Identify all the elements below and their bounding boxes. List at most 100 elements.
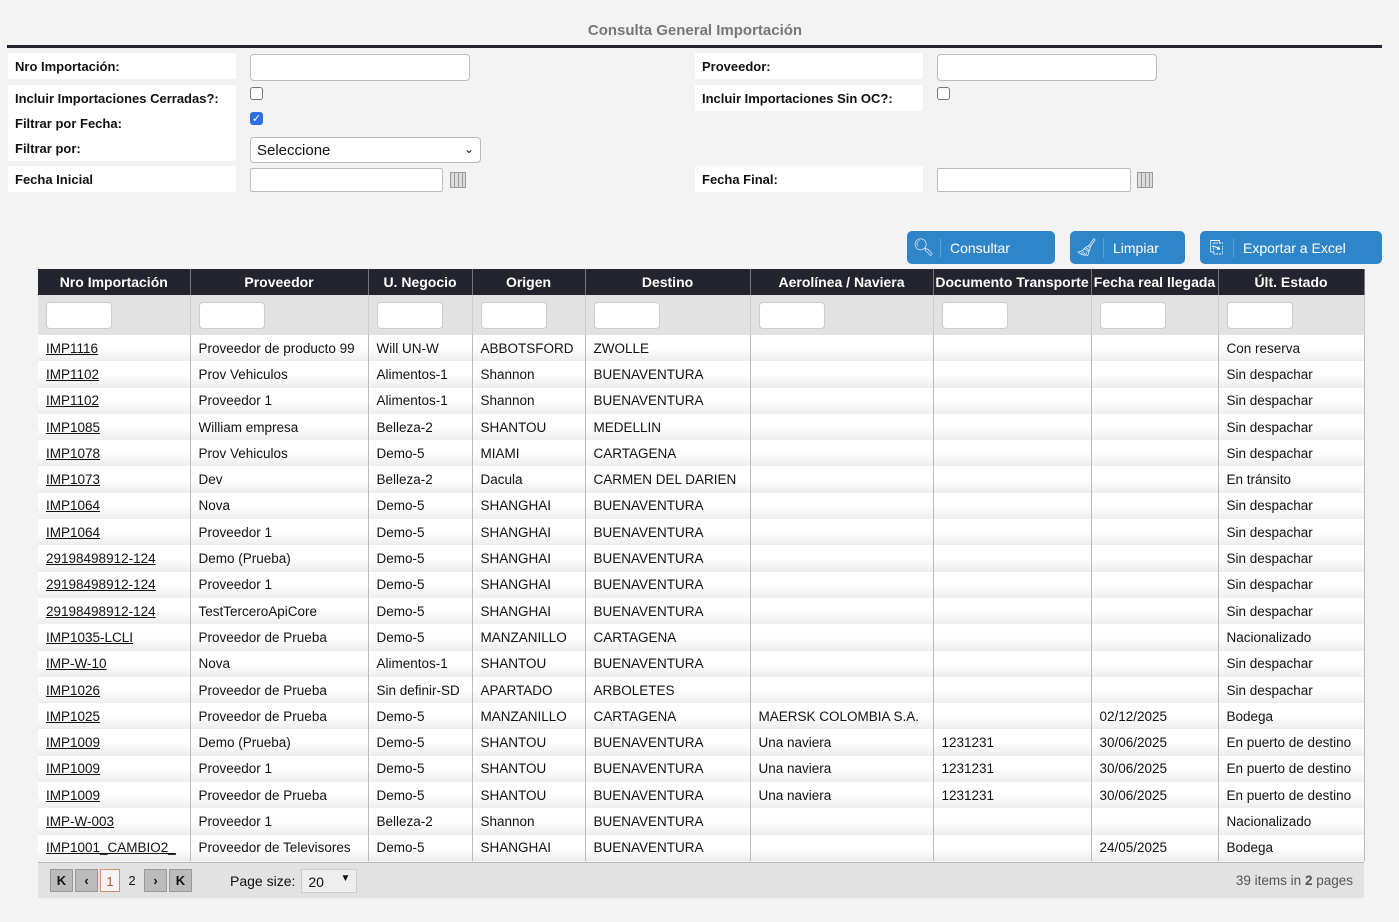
table-cell: IMP-W-003 — [38, 808, 191, 835]
column-header[interactable]: Destino — [585, 269, 751, 295]
importacion-link[interactable]: IMP1102 — [46, 393, 100, 409]
importacion-link[interactable]: IMP1078 — [46, 445, 101, 461]
table-row: IMP-W-10 Nova Alimentos-1 SHANTOU BUENAVENTU… — [38, 650, 1365, 677]
importacion-link[interactable]: IMP-W-10 — [46, 656, 107, 672]
table-cell: Demo-5 — [368, 597, 473, 625]
table-cell: Belleza-2 — [368, 466, 473, 493]
column-filter-input[interactable] — [198, 301, 265, 329]
table-cell: BUENAVENTURA — [585, 492, 751, 520]
page-2[interactable]: 2 — [128, 873, 136, 888]
column-filter-input[interactable] — [1226, 301, 1293, 329]
page-size-select[interactable]: 20 ▼ — [301, 868, 358, 893]
table-cell: SHANTOU — [472, 650, 586, 677]
caret-down-icon: ▼ — [340, 872, 351, 884]
table-cell — [1091, 808, 1219, 835]
column-header[interactable]: Fecha real llegada — [1091, 269, 1219, 295]
items-count: 39 — [1235, 873, 1251, 888]
table-cell: MAERSK COLOMBIA S.A. — [750, 703, 934, 730]
table-cell: ZWOLLE — [585, 335, 751, 362]
column-header[interactable]: Documento Transporte — [933, 269, 1092, 295]
chevron-down-icon: ⌄ — [463, 142, 474, 156]
column-header[interactable]: Proveedor — [190, 269, 369, 295]
table-cell — [933, 361, 1092, 388]
column-filter-input[interactable] — [593, 301, 660, 329]
calendar-icon[interactable] — [1137, 172, 1153, 188]
table-cell: Demo-5 — [368, 834, 473, 861]
table-cell — [933, 703, 1092, 730]
importacion-link[interactable]: IMP1035-LCLI — [46, 629, 134, 645]
nro-importacion-input[interactable] — [250, 54, 470, 81]
cerradas-checkbox[interactable] — [250, 87, 263, 100]
filtrar-fecha-checkbox[interactable]: ✓ — [250, 112, 263, 125]
proveedor-input[interactable] — [937, 54, 1157, 81]
importacion-link[interactable]: IMP1009 — [46, 761, 101, 777]
limpiar-button[interactable]: 🧹︎ Limpiar — [1070, 231, 1185, 264]
table-cell — [933, 466, 1092, 493]
filtrar-por-value: Seleccione — [257, 142, 331, 159]
importacion-link[interactable]: IMP1025 — [46, 708, 101, 724]
pages-count: 2 — [1304, 873, 1313, 888]
importacion-link[interactable]: 29198498912-124 — [46, 603, 156, 619]
filter-cell — [933, 295, 1092, 335]
column-filter-input[interactable] — [46, 301, 112, 329]
column-header[interactable]: Origen — [472, 269, 586, 295]
last-page-button[interactable]: K — [169, 869, 192, 892]
importacion-link[interactable]: IMP-W-003 — [46, 813, 115, 829]
fecha-final-input[interactable] — [937, 168, 1131, 192]
fecha-final-label: Fecha Final: — [695, 166, 923, 192]
column-filter-input[interactable] — [941, 301, 1008, 329]
table-row: IMP1102 Prov Vehiculos Alimentos-1 Shannon B… — [38, 361, 1365, 388]
table-cell: 29198498912-124 — [38, 597, 191, 625]
filtrar-por-select[interactable]: Seleccione ⌄ — [250, 137, 481, 163]
prev-page-button[interactable]: ‹ — [75, 869, 98, 892]
table-cell: 1231231 — [933, 755, 1092, 783]
table-cell: MANZANILLO — [472, 703, 586, 730]
importacion-link[interactable]: 29198498912-124 — [46, 577, 156, 593]
column-header[interactable]: Aerolínea / Naviera — [750, 269, 934, 295]
importacion-link[interactable]: IMP1064 — [46, 498, 101, 514]
importacion-link[interactable]: IMP1116 — [46, 340, 99, 356]
filter-cell — [38, 295, 191, 335]
importacion-link[interactable]: IMP1009 — [46, 735, 101, 751]
importacion-link[interactable]: IMP1064 — [46, 524, 101, 540]
table-cell: Sin despachar — [1218, 519, 1365, 546]
consultar-label: Consultar — [950, 239, 1010, 256]
consultar-button[interactable]: 🔍︎ Consultar — [907, 231, 1055, 264]
importacion-link[interactable]: IMP1026 — [46, 682, 101, 698]
fecha-inicial-label: Fecha Inicial — [8, 166, 236, 192]
importacion-link[interactable]: IMP1009 — [46, 787, 101, 803]
importacion-link[interactable]: 29198498912-124 — [46, 551, 156, 567]
table-cell: BUENAVENTURA — [585, 519, 751, 546]
table-cell: CARTAGENA — [585, 440, 751, 467]
table-cell: 30/06/2025 — [1091, 782, 1219, 809]
column-header[interactable]: U. Negocio — [368, 269, 473, 295]
column-filter-input[interactable] — [480, 301, 547, 329]
sin-oc-checkbox[interactable] — [937, 87, 950, 100]
fecha-inicial-input[interactable] — [250, 168, 443, 192]
table-cell: Con reserva — [1218, 335, 1365, 362]
table-cell: Demo-5 — [368, 624, 473, 651]
importacion-link[interactable]: IMP1001_CAMBIO2_ — [46, 840, 176, 856]
column-filter-input[interactable] — [376, 301, 443, 329]
table-cell — [750, 545, 934, 572]
table-cell: BUENAVENTURA — [585, 650, 751, 677]
table-cell: IMP1116 — [38, 335, 191, 362]
exportar-excel-button[interactable]: ⎘ Exportar a Excel — [1200, 231, 1382, 264]
table-cell: SHANGHAI — [472, 597, 586, 625]
next-page-button[interactable]: › — [144, 869, 167, 892]
filter-cell — [1218, 295, 1365, 335]
page-1[interactable]: 1 — [100, 869, 120, 892]
column-filter-input[interactable] — [1099, 301, 1166, 329]
importacion-link[interactable]: IMP1102 — [46, 366, 100, 382]
table-cell: Dev — [190, 466, 369, 493]
first-page-button[interactable]: K — [50, 869, 73, 892]
calendar-icon[interactable] — [450, 172, 466, 188]
importacion-link[interactable]: IMP1085 — [46, 419, 101, 435]
table-cell: Sin despachar — [1218, 597, 1365, 625]
column-filter-input[interactable] — [758, 301, 825, 329]
importacion-link[interactable]: IMP1073 — [46, 472, 101, 488]
table-cell — [933, 624, 1092, 651]
table-row: IMP-W-003 Proveedor 1 Belleza-2 Shannon BUEN… — [38, 808, 1365, 835]
column-header[interactable]: Últ. Estado — [1218, 269, 1365, 295]
column-header[interactable]: Nro Importación — [38, 269, 191, 295]
